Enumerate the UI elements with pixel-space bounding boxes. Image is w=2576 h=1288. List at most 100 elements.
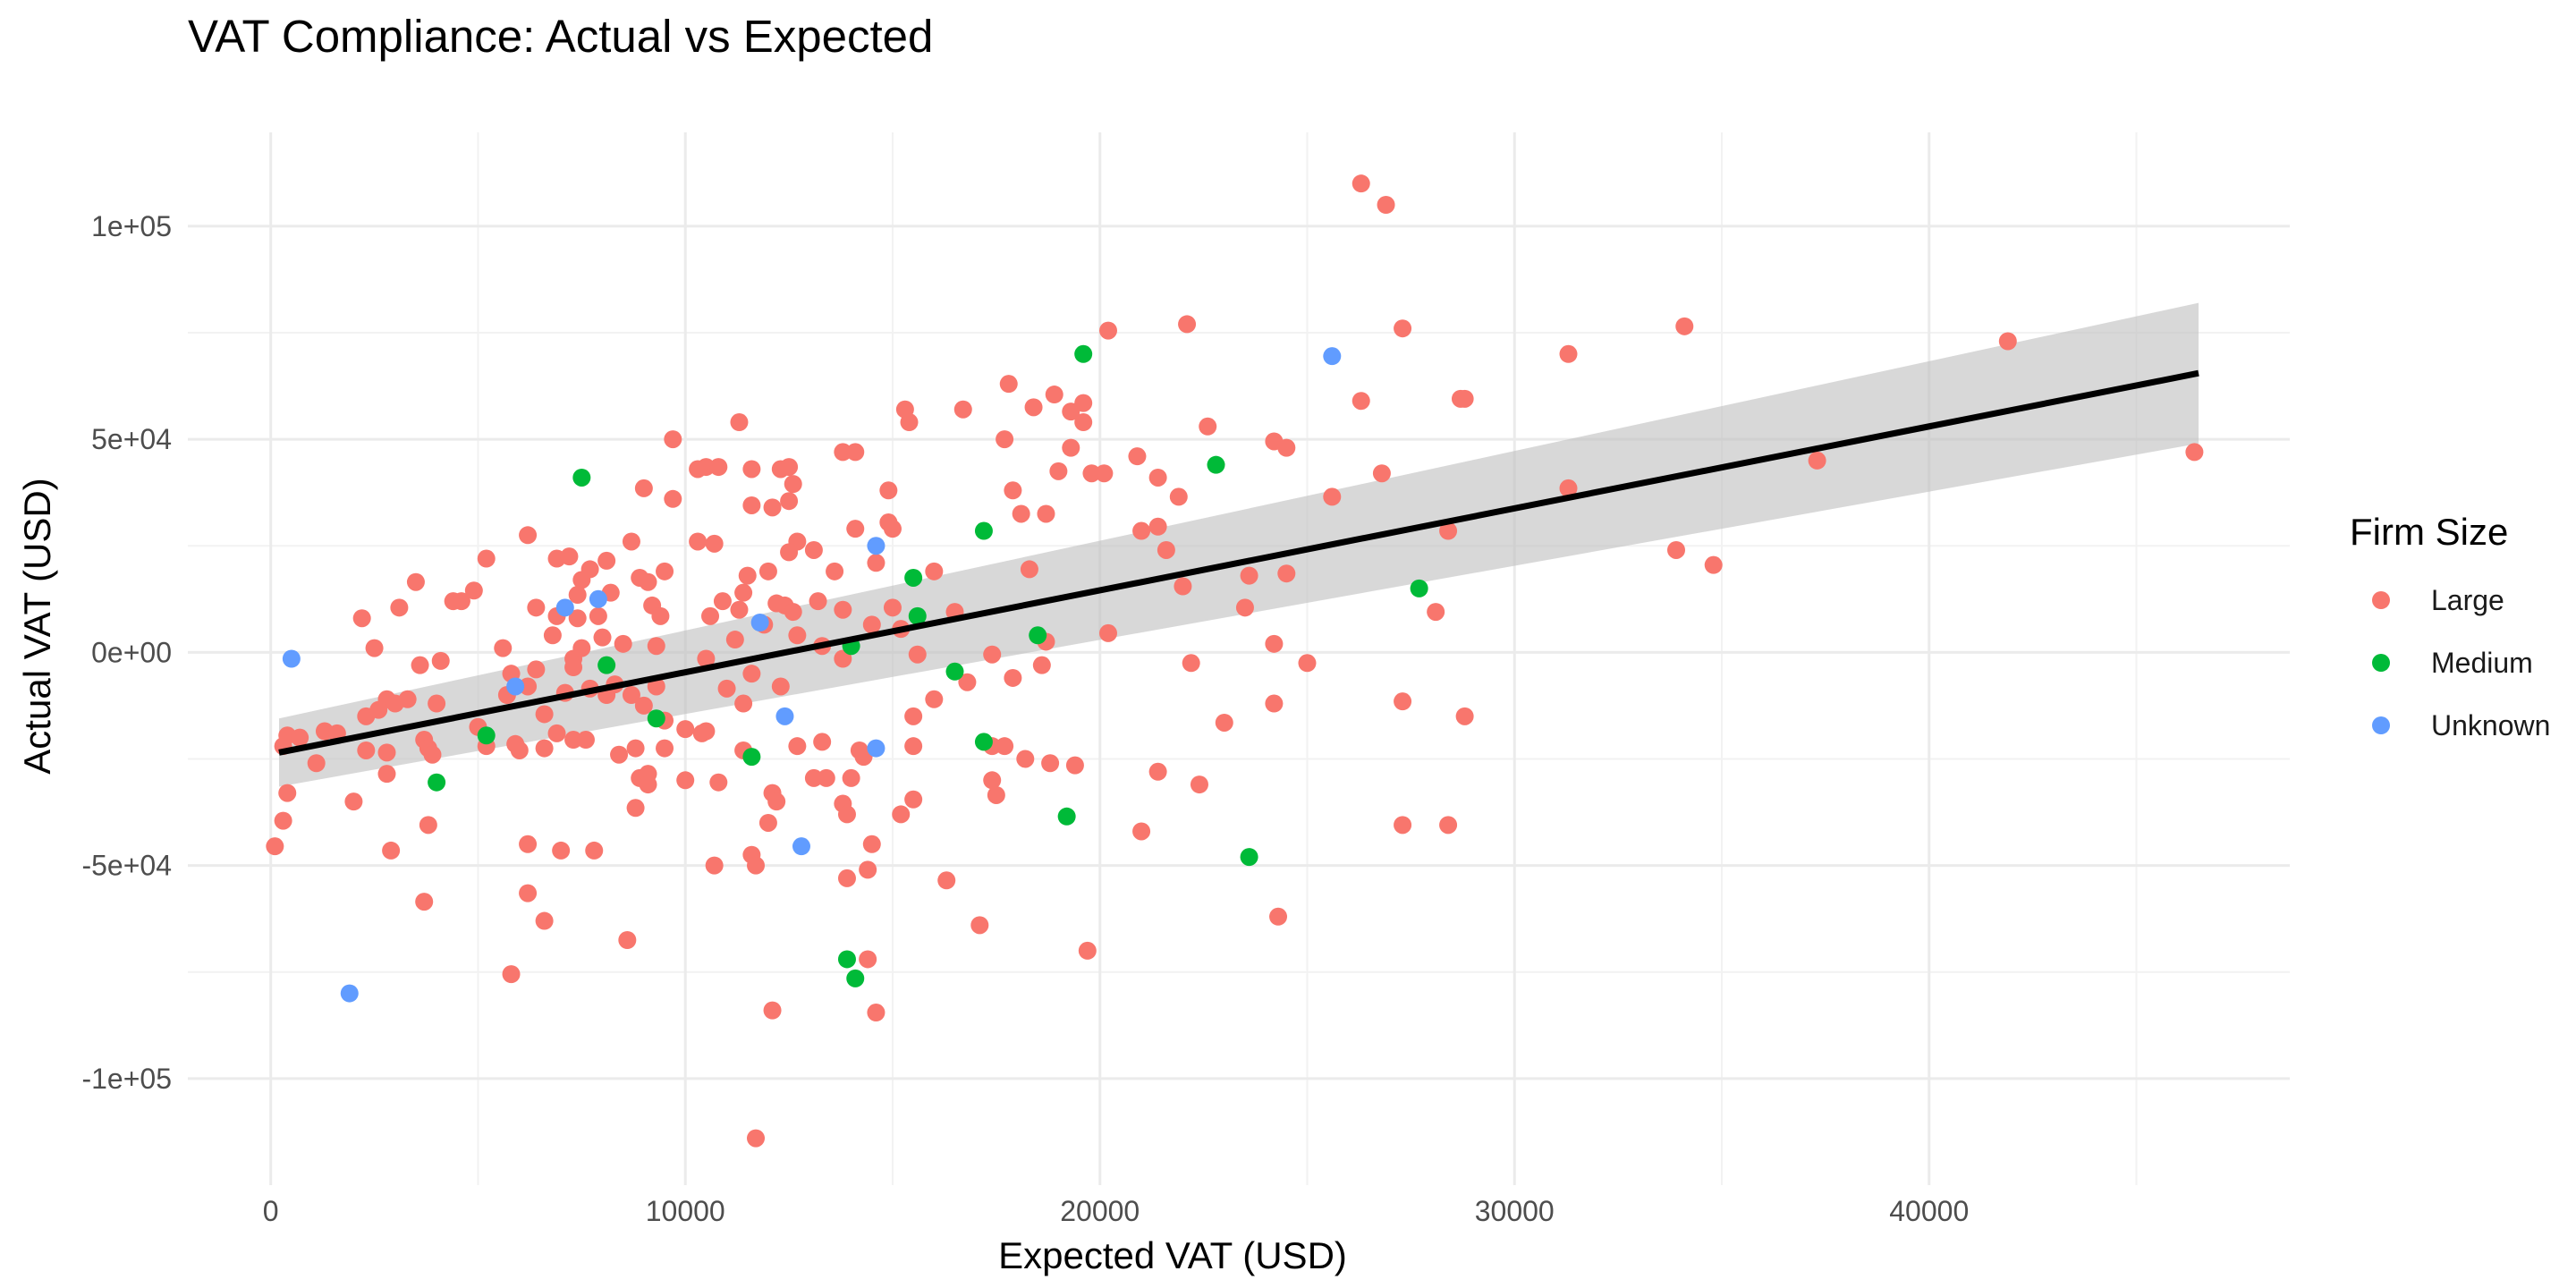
chart-title: VAT Compliance: Actual vs Expected xyxy=(188,11,933,62)
point-large-173 xyxy=(742,665,761,683)
point-large-135 xyxy=(1004,668,1022,687)
x-tick-label-4: 40000 xyxy=(1889,1195,1969,1227)
y-tick-label-3: 5e+04 xyxy=(91,423,172,455)
point-unknown-8 xyxy=(867,739,886,758)
point-large-3 xyxy=(1098,321,1117,340)
point-large-169 xyxy=(676,720,695,739)
point-large-153 xyxy=(431,651,450,670)
point-large-129 xyxy=(725,631,744,649)
point-medium-5 xyxy=(908,606,927,625)
legend-label-large: Large xyxy=(2431,584,2504,616)
point-unknown-0 xyxy=(282,649,301,668)
point-large-83 xyxy=(477,549,496,568)
point-unknown-4 xyxy=(750,613,769,631)
point-large-260 xyxy=(763,1001,782,1020)
point-large-198 xyxy=(656,739,674,758)
point-large-220 xyxy=(804,768,823,787)
point-large-257 xyxy=(1078,941,1097,960)
point-large-177 xyxy=(958,673,977,691)
point-large-32 xyxy=(996,430,1014,449)
point-large-136 xyxy=(1032,656,1051,674)
point-large-248 xyxy=(415,893,434,911)
point-large-25 xyxy=(834,443,852,462)
point-large-256 xyxy=(970,916,989,935)
point-large-113 xyxy=(862,615,881,634)
point-large-175 xyxy=(904,707,923,725)
x-axis-ticks: 0 10000 20000 30000 40000 xyxy=(263,1195,1969,1227)
point-large-64 xyxy=(1439,521,1458,540)
point-large-159 xyxy=(535,705,554,724)
point-large-18 xyxy=(730,413,749,432)
point-large-229 xyxy=(1190,775,1208,794)
point-large-144 xyxy=(1215,713,1233,732)
point-large-72 xyxy=(705,534,724,553)
point-large-184 xyxy=(357,741,376,759)
point-large-97 xyxy=(568,586,587,605)
point-large-53 xyxy=(846,520,865,538)
point-large-76 xyxy=(758,562,777,580)
point-large-41 xyxy=(709,458,728,477)
point-large-31 xyxy=(1148,468,1167,487)
point-large-91 xyxy=(639,572,657,591)
point-large-174 xyxy=(771,677,790,696)
point-large-98 xyxy=(589,606,607,625)
point-large-204 xyxy=(904,737,923,756)
point-large-61 xyxy=(1174,577,1192,596)
point-large-66 xyxy=(1667,540,1686,559)
point-large-249 xyxy=(519,884,538,902)
point-large-176 xyxy=(925,690,944,708)
point-large-183 xyxy=(307,754,326,773)
point-large-210 xyxy=(278,784,297,802)
point-large-255 xyxy=(937,871,956,890)
point-large-27 xyxy=(1062,438,1080,457)
point-large-63 xyxy=(1277,564,1296,583)
legend-key-medium xyxy=(2372,654,2390,672)
point-large-37 xyxy=(1559,479,1578,497)
point-large-231 xyxy=(274,811,292,830)
point-large-134 xyxy=(983,645,1002,664)
point-large-50 xyxy=(879,481,898,500)
point-large-128 xyxy=(697,649,716,668)
point-large-102 xyxy=(713,592,732,611)
point-large-127 xyxy=(647,637,665,656)
point-large-69 xyxy=(664,489,682,508)
point-large-38 xyxy=(1808,451,1826,470)
point-large-87 xyxy=(464,581,483,600)
point-large-0 xyxy=(1352,174,1370,193)
point-large-52 xyxy=(883,520,902,538)
point-large-262 xyxy=(747,1129,766,1148)
point-large-138 xyxy=(1182,654,1200,673)
point-large-259 xyxy=(859,950,877,969)
point-large-28 xyxy=(1128,447,1147,466)
point-large-230 xyxy=(266,837,284,856)
point-large-217 xyxy=(709,773,728,792)
point-large-244 xyxy=(892,805,911,824)
point-large-57 xyxy=(1037,504,1055,523)
point-large-78 xyxy=(780,543,799,562)
point-large-247 xyxy=(1439,816,1458,835)
y-tick-label-2: 0e+00 xyxy=(91,636,172,668)
point-large-15 xyxy=(1199,417,1217,436)
point-medium-9 xyxy=(945,662,964,681)
point-large-243 xyxy=(862,835,881,853)
legend-title: Firm Size xyxy=(2350,511,2508,553)
point-large-9 xyxy=(953,400,972,419)
point-large-241 xyxy=(758,813,777,832)
point-large-223 xyxy=(842,768,860,787)
point-medium-12 xyxy=(477,726,496,745)
point-large-81 xyxy=(560,547,579,566)
point-large-212 xyxy=(377,765,396,784)
point-large-33 xyxy=(1049,462,1068,480)
point-large-251 xyxy=(502,965,521,984)
point-large-109 xyxy=(809,592,827,611)
point-large-86 xyxy=(452,592,470,611)
point-large-171 xyxy=(717,679,736,698)
point-medium-2 xyxy=(1207,455,1225,474)
point-large-46 xyxy=(784,475,802,494)
point-large-34 xyxy=(1372,464,1391,483)
point-large-120 xyxy=(390,598,409,617)
point-medium-6 xyxy=(1029,626,1047,645)
point-large-125 xyxy=(593,628,612,647)
fit-line xyxy=(278,369,2199,756)
point-large-130 xyxy=(788,626,807,645)
